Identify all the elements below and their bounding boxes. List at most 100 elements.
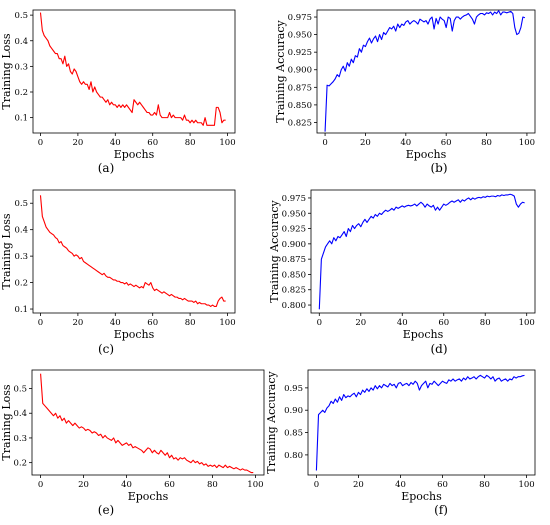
chart-panel-c: 0 20 40 60 80 100 0.1 0.2 0.3 0.4 0.5 Epochs Trainin…: [0, 189, 236, 356]
x-tick-label: 40: [395, 480, 406, 490]
y-tick-label: 0.5: [14, 11, 28, 21]
x-tick-label: 60: [147, 138, 158, 148]
x-tick-label: 40: [397, 318, 408, 328]
x-tick-label: 0: [322, 138, 327, 148]
plot-frame: [316, 9, 536, 134]
x-tick-label: 100: [519, 138, 535, 148]
series-line: [315, 374, 525, 471]
y-tick-label: 0.90: [284, 406, 303, 416]
x-tick-label: 80: [479, 480, 490, 490]
x-tick-label: 0: [38, 318, 43, 328]
chart-panel-e: 0 20 40 60 80 100 0.2 0.3 0.4 0.5 Epochs Training L…: [0, 369, 265, 517]
y-tick-label: 0.925: [288, 48, 312, 58]
x-axis-title: Epochs: [114, 328, 155, 341]
y-tick-label: 0.5: [13, 385, 27, 395]
chart-panel-d: 0 20 40 60 80 100 0.800 0.825 0.850 0.875 0.900 0.9…: [268, 189, 536, 356]
series-line: [39, 12, 226, 126]
x-tick-label: 20: [353, 480, 364, 490]
y-axis-title: Training Loss: [0, 384, 13, 460]
y-tick-label: 0.850: [282, 270, 306, 280]
x-axis-title: Epochs: [128, 490, 169, 503]
y-tick-label: 0.950: [288, 31, 312, 41]
x-tick-label: 0: [317, 318, 322, 328]
y-tick-label: 0.3: [14, 252, 28, 262]
x-tick-label: 60: [164, 480, 175, 490]
x-tick-label: 80: [185, 318, 196, 328]
panel-label: (c): [98, 342, 114, 356]
y-tick-label: 0.4: [14, 37, 28, 47]
y-tick-label: 0.1: [14, 114, 28, 124]
y-tick-label: 0.800: [282, 301, 306, 311]
chart-panel-f: 0 20 40 60 80 100 0.80 0.85 0.90 0.95 Epochs Traini…: [265, 369, 536, 517]
x-tick-label: 20: [355, 318, 366, 328]
x-tick-label: 20: [72, 318, 83, 328]
x-tick-label: 100: [519, 318, 535, 328]
x-tick-label: 60: [437, 480, 448, 490]
plot-frame: [310, 189, 536, 314]
y-tick-label: 0.875: [282, 255, 306, 265]
plot-frame: [32, 189, 236, 314]
y-tick-label: 0.5: [14, 199, 28, 209]
series-line: [318, 193, 525, 310]
x-tick-label: 60: [147, 318, 158, 328]
x-tick-label: 100: [518, 480, 534, 490]
series-line: [39, 195, 226, 307]
x-tick-label: 0: [38, 138, 43, 148]
panel-label: (f): [434, 503, 448, 517]
x-tick-label: 100: [219, 138, 235, 148]
x-tick-label: 20: [360, 138, 371, 148]
y-axis-title: Training Loss: [0, 33, 13, 109]
y-tick-label: 0.950: [282, 209, 306, 219]
y-tick-label: 0.900: [282, 240, 306, 250]
plot-frame: [31, 369, 265, 476]
x-tick-label: 100: [247, 480, 263, 490]
x-axis-title: Epochs: [403, 328, 444, 341]
x-tick-label: 80: [207, 480, 218, 490]
y-tick-label: 0.3: [14, 62, 28, 72]
y-tick-label: 0.900: [288, 66, 312, 76]
y-tick-label: 0.1: [14, 305, 28, 315]
y-tick-label: 0.2: [14, 279, 28, 289]
y-tick-label: 0.95: [284, 384, 303, 394]
plot-frame: [307, 369, 536, 476]
x-axis-title: Epochs: [406, 148, 447, 161]
x-axis-title: Epochs: [114, 148, 155, 161]
y-axis-title: Training Loss: [0, 213, 13, 289]
x-tick-label: 60: [441, 138, 452, 148]
x-axis-title: Epochs: [401, 490, 442, 503]
chart-panel-a: 0 20 40 60 80 100 0.1 0.2 0.3 0.4 0.5 Epochs Trainin…: [0, 9, 236, 175]
x-tick-label: 40: [110, 318, 121, 328]
chart-panel-b: 0 20 40 60 80 100 0.825 0.850 0.875 0.900 0.925 0.9…: [274, 9, 536, 175]
x-tick-label: 60: [438, 318, 449, 328]
x-tick-label: 80: [185, 138, 196, 148]
y-tick-label: 0.4: [14, 226, 28, 236]
x-tick-label: 20: [72, 138, 83, 148]
panel-label: (d): [430, 342, 447, 356]
y-tick-label: 0.875: [288, 83, 312, 93]
y-tick-label: 0.850: [288, 101, 312, 111]
panel-label: (a): [98, 161, 115, 175]
y-tick-label: 0.2: [13, 459, 27, 469]
y-axis-title: Training Accuracy: [268, 199, 281, 302]
x-tick-label: 40: [110, 138, 121, 148]
y-tick-label: 0.975: [282, 194, 306, 204]
y-tick-label: 0.2: [14, 88, 28, 98]
y-tick-label: 0.825: [282, 286, 306, 296]
x-tick-label: 80: [481, 138, 492, 148]
x-tick-label: 80: [480, 318, 491, 328]
x-tick-label: 40: [121, 480, 132, 490]
y-tick-label: 0.3: [13, 434, 27, 444]
x-tick-label: 20: [78, 480, 89, 490]
y-tick-label: 0.80: [284, 451, 303, 461]
x-tick-label: 0: [314, 480, 319, 490]
y-axis-title: Training Accuracy: [274, 19, 287, 122]
panel-label: (b): [430, 161, 447, 175]
plot-frame: [32, 9, 236, 134]
y-tick-label: 0.825: [288, 118, 312, 128]
x-tick-label: 100: [219, 318, 235, 328]
y-tick-label: 0.975: [288, 13, 312, 23]
x-tick-label: 40: [400, 138, 411, 148]
series-line: [324, 10, 526, 132]
series-line: [40, 373, 254, 474]
